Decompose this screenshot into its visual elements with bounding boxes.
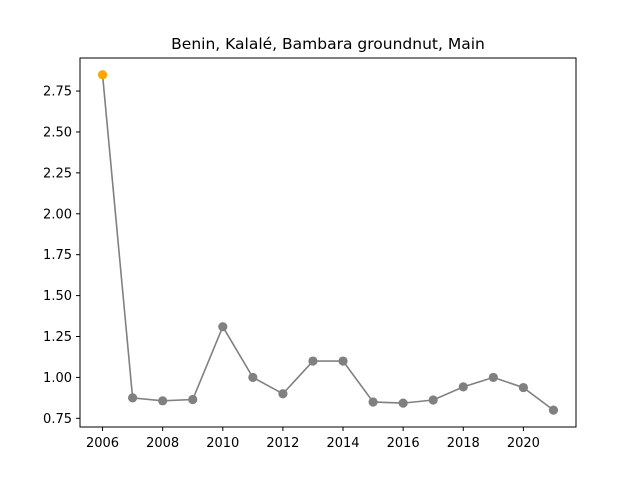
data-point: [188, 394, 198, 405]
y-tick-label: 2.25: [43, 166, 72, 181]
x-tick-label: 2010: [206, 436, 239, 451]
data-point: [158, 396, 168, 406]
y-tick-label: 2.00: [43, 207, 72, 222]
data-point: [278, 389, 288, 399]
x-tick-label: 2012: [266, 436, 299, 451]
y-tick-label: 2.75: [43, 85, 72, 100]
data-point: [338, 356, 348, 366]
x-tick-label: 2008: [146, 436, 179, 451]
data-point: [488, 372, 498, 383]
data-point: [368, 397, 378, 407]
highlighted-data-point: [97, 70, 108, 80]
data-point: [128, 393, 138, 403]
chart-title: Benin, Kalalé, Bambara groundnut, Main: [171, 35, 485, 53]
y-tick-label: 1.50: [43, 289, 72, 304]
series-line: [101, 74, 554, 411]
y-tick-label: 1.75: [43, 248, 72, 263]
y-tick-label: 1.00: [43, 371, 72, 386]
y-tick-label: 1.25: [43, 330, 72, 345]
data-point: [548, 405, 559, 415]
x-tick-label: 2018: [447, 436, 480, 451]
plot-frame: [79, 57, 577, 428]
data-point: [398, 398, 408, 408]
data-point: [458, 382, 468, 392]
data-point: [218, 322, 228, 332]
x-tick-label: 2016: [387, 436, 420, 451]
x-tick-label: 2006: [86, 436, 119, 451]
y-tick-label: 2.50: [43, 125, 72, 140]
x-tick-label: 2020: [507, 436, 540, 451]
x-tick-label: 2014: [326, 436, 359, 451]
data-point: [308, 356, 318, 366]
data-point: [248, 372, 258, 383]
plot-area: 2006 2008 2010 2012 2014 2016 2018 2020 0.75 1.00…: [43, 70, 559, 451]
y-tick-label: 0.75: [43, 412, 72, 427]
data-point: [428, 395, 438, 405]
data-point: [518, 382, 528, 393]
